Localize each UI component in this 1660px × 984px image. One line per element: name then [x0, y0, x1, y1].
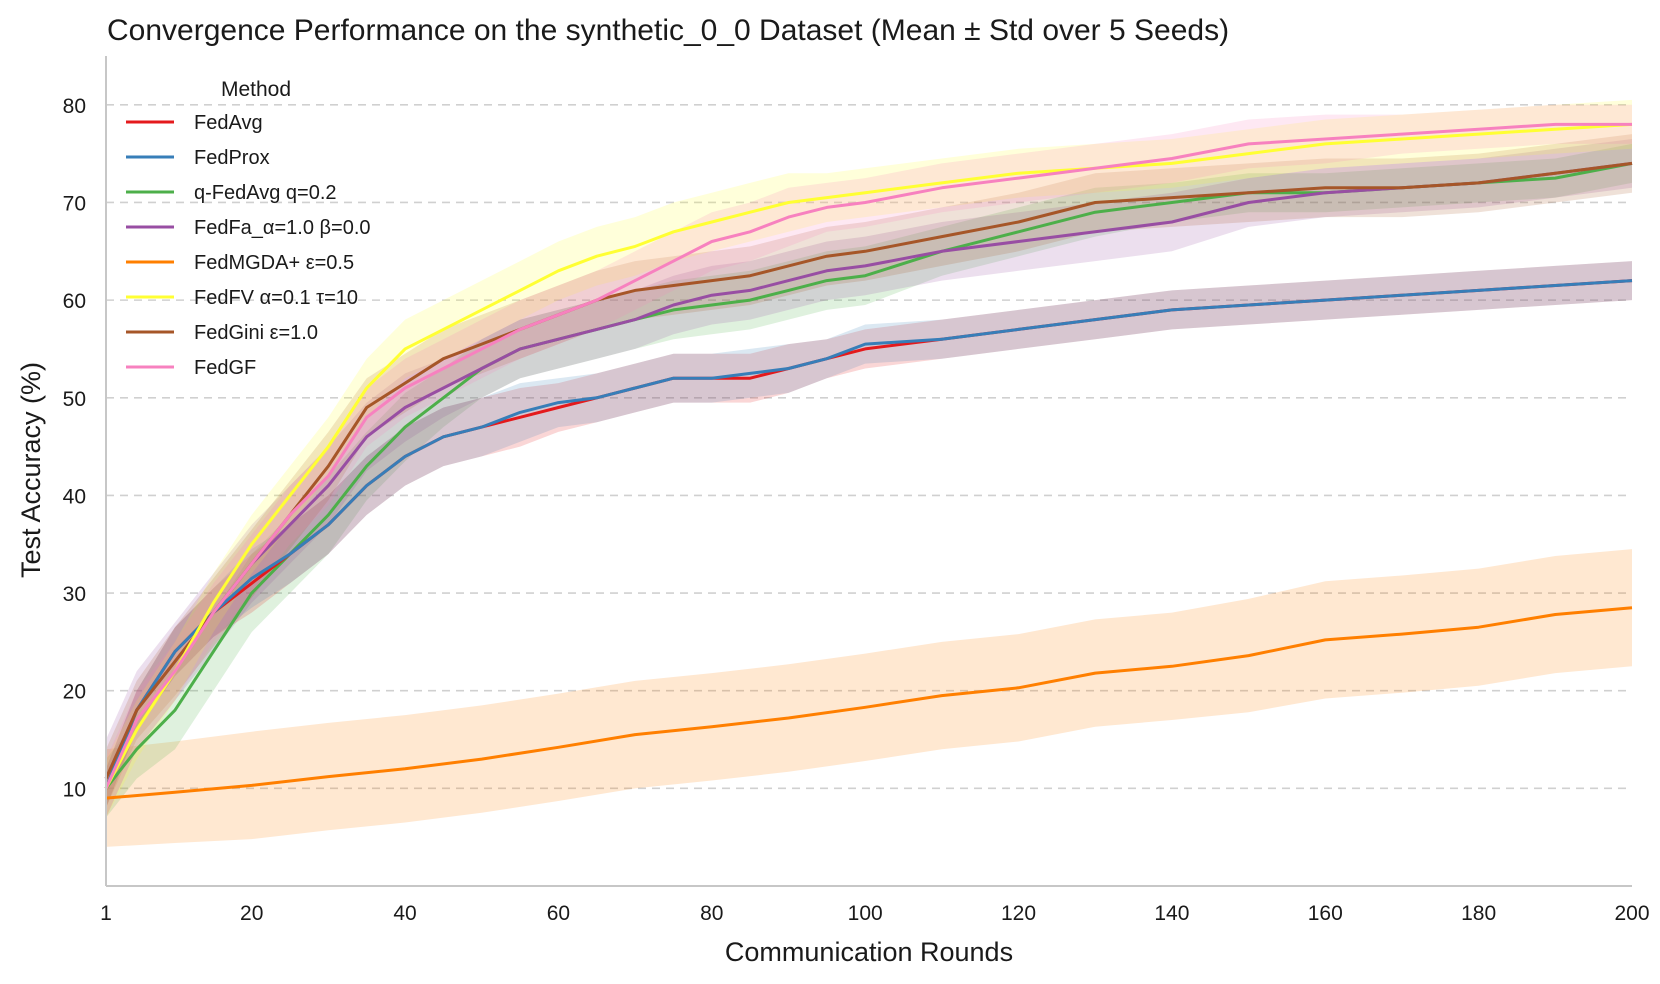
chart-title: Convergence Performance on the synthetic… — [107, 14, 1229, 47]
series-line-1 — [104, 279, 1633, 789]
x-tick-label: 160 — [1308, 902, 1343, 925]
series-line-4 — [105, 606, 1633, 800]
legend-label: q-FedAvg q=0.2 — [194, 182, 337, 204]
x-tick-label: 200 — [1614, 902, 1649, 925]
legend-label: FedMGDA+ ε=0.5 — [194, 252, 354, 274]
y-tick-label: 70 — [63, 192, 86, 215]
std-band-6 — [106, 134, 1632, 808]
band-layer — [106, 99, 1632, 847]
x-tick-label: 20 — [240, 902, 263, 925]
y-tick-label: 10 — [63, 778, 86, 801]
legend-label: FedFV α=0.1 τ=10 — [194, 287, 358, 309]
y-tick-label: 50 — [63, 388, 86, 411]
std-band-5 — [106, 99, 1632, 818]
y-tick-label: 60 — [63, 290, 86, 313]
std-band-2 — [106, 143, 1632, 818]
series-line-7 — [104, 122, 1632, 790]
legend-label: FedProx — [194, 147, 270, 169]
x-tick-label: 60 — [547, 902, 570, 925]
x-tick-label: 40 — [393, 902, 416, 925]
legend-label: FedGF — [194, 357, 256, 379]
x-tick-label: 180 — [1461, 902, 1496, 925]
legend-items: FedAvg FedProx q-FedAvg q=0.2 FedFa_α=1.0 β… — [126, 112, 371, 379]
line-layer — [104, 122, 1633, 800]
y-axis-label: Test Accuracy (%) — [16, 362, 46, 578]
y-tick-label: 20 — [63, 681, 86, 704]
std-band-1 — [106, 261, 1632, 808]
legend-label: FedAvg — [194, 112, 263, 134]
legend-title: Method — [221, 78, 291, 101]
legend: Method FedAvg FedProx q-FedAvg q=0.2 FedFa_… — [126, 78, 371, 379]
series-line-3 — [104, 161, 1633, 780]
legend-label: FedGini ε=1.0 — [194, 322, 318, 344]
y-tick-label: 40 — [63, 485, 86, 508]
y-tick-label: 80 — [63, 95, 86, 118]
x-tick-label: 1 — [100, 902, 112, 925]
y-tick-label: 30 — [63, 583, 86, 606]
x-axis-label: Communication Rounds — [725, 937, 1013, 967]
x-tick-label: 80 — [700, 902, 723, 925]
series-line-5 — [104, 122, 1633, 790]
std-band-4 — [106, 549, 1632, 847]
std-band-0 — [106, 261, 1632, 808]
x-tick-label: 140 — [1154, 902, 1189, 925]
legend-label: FedFa_α=1.0 β=0.0 — [194, 217, 371, 239]
x-tick-label: 120 — [1001, 902, 1036, 925]
x-tick-label: 100 — [848, 902, 883, 925]
